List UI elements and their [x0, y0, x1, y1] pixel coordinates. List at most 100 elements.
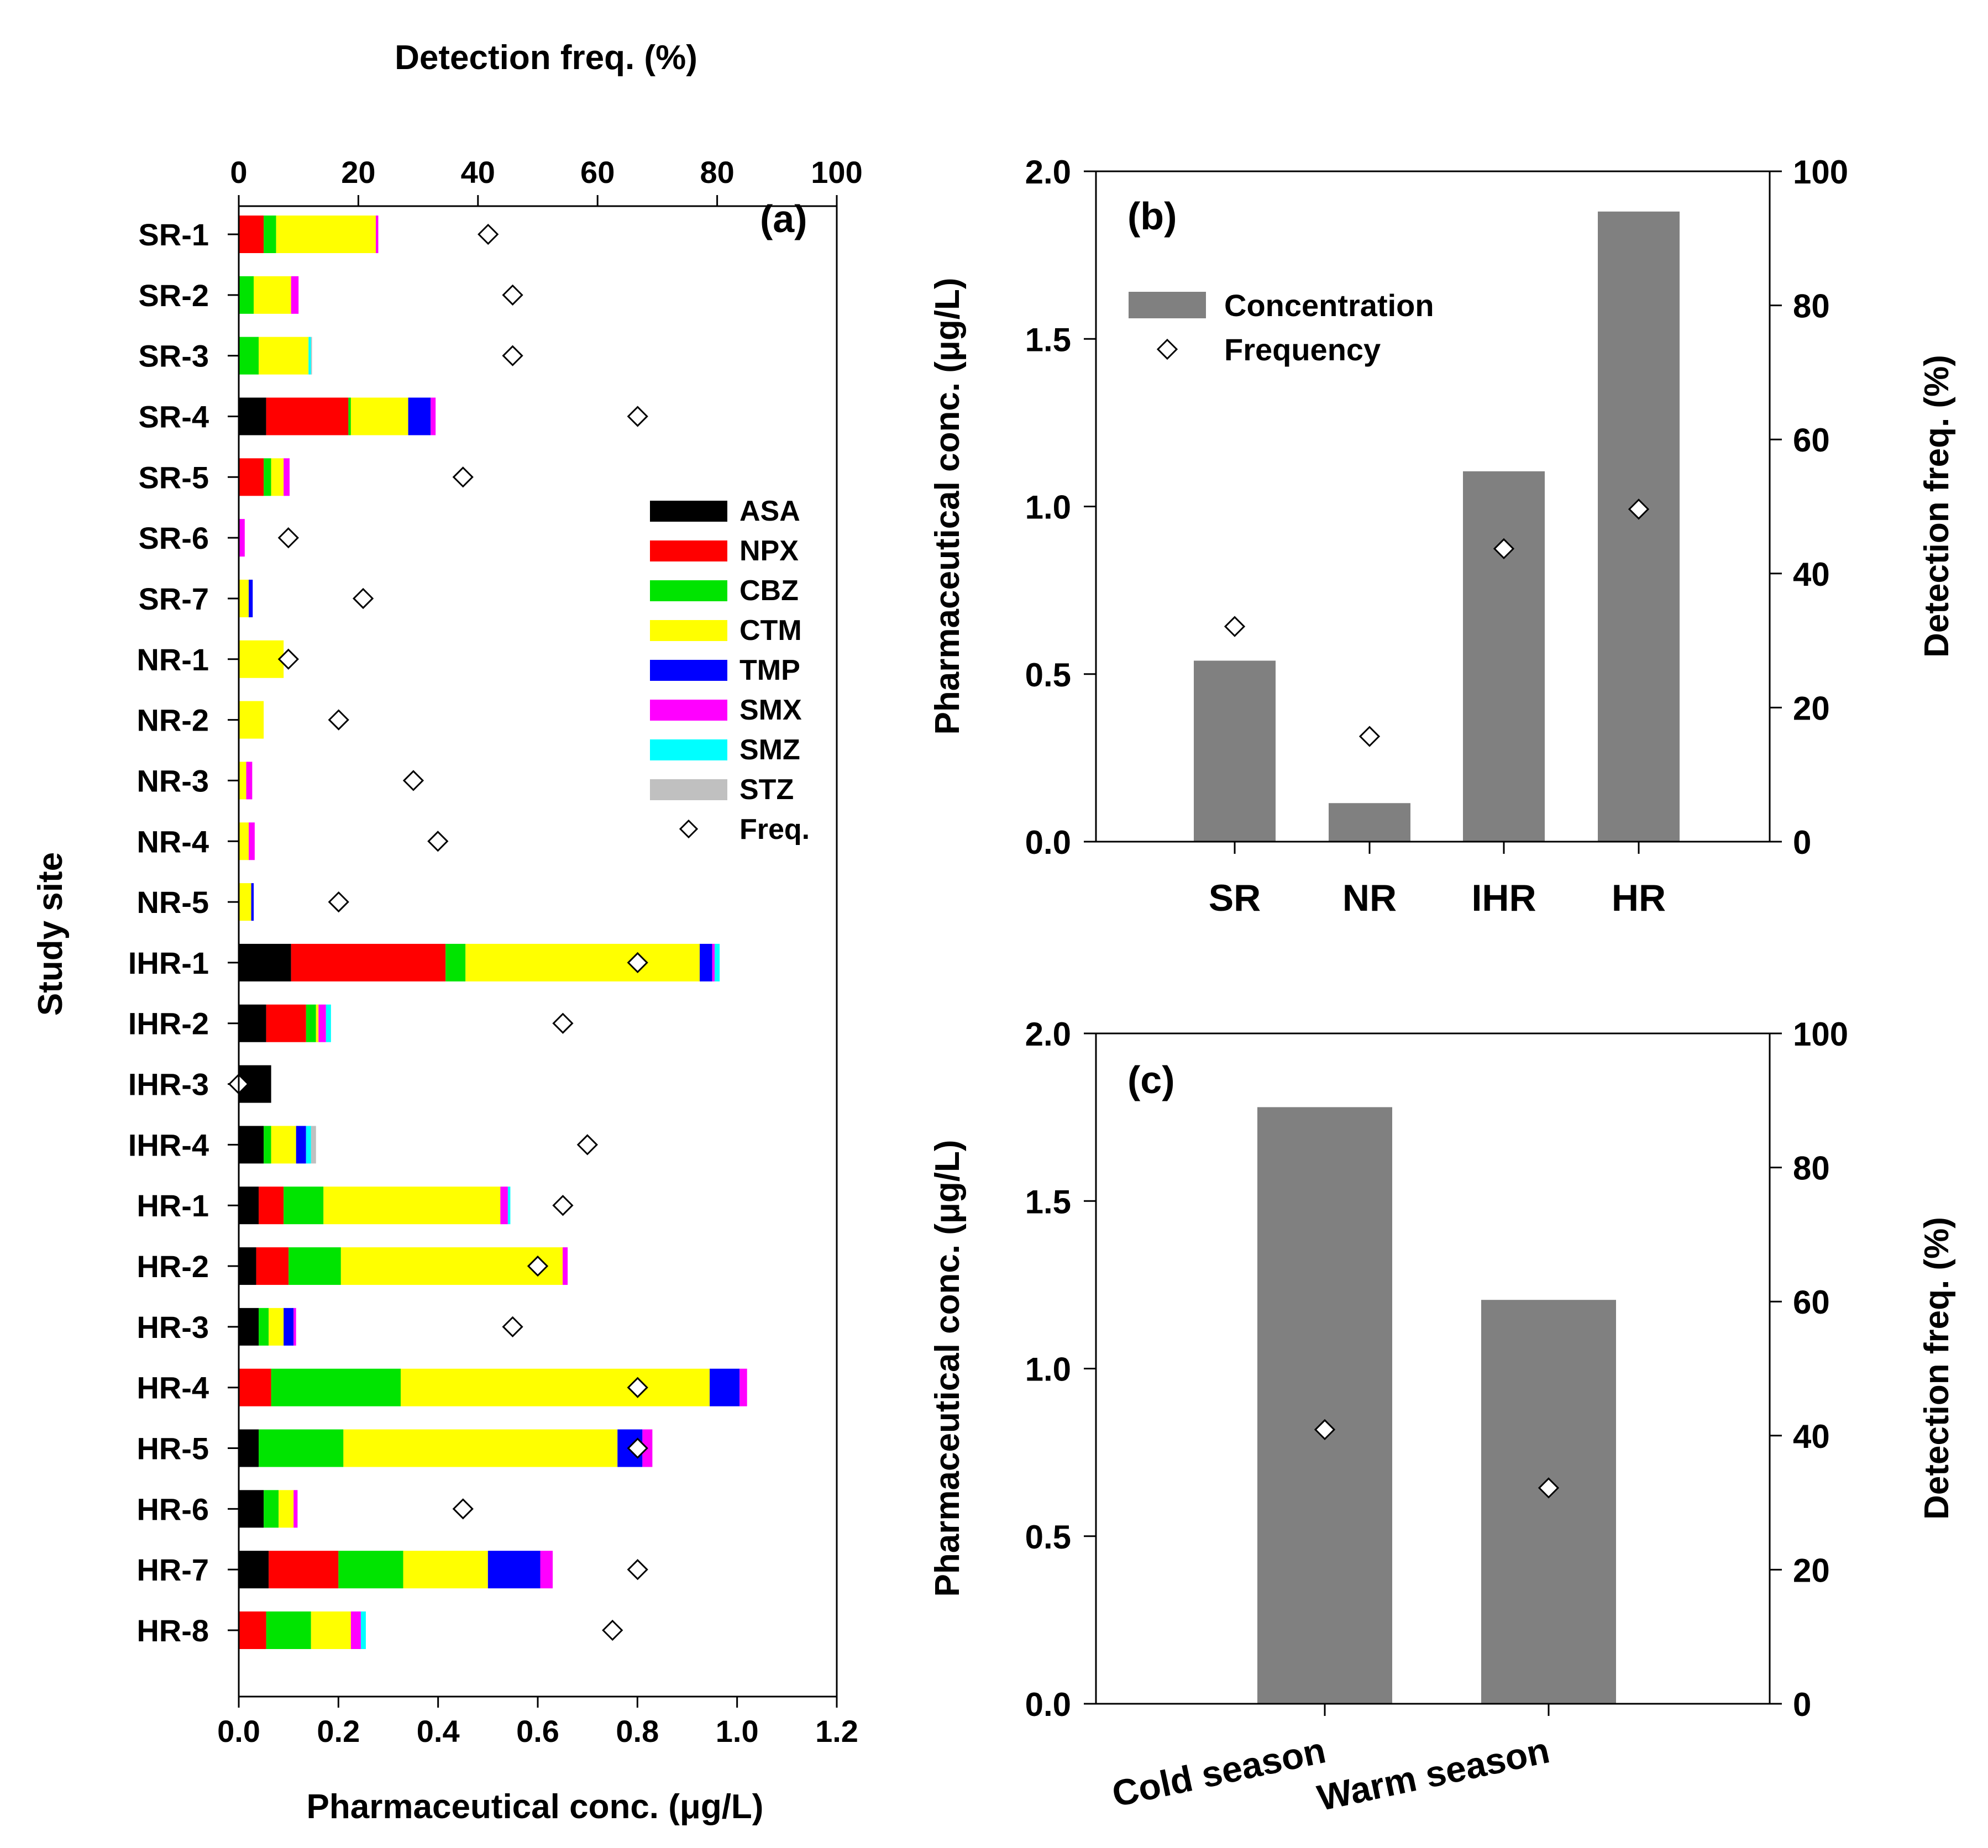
frequency-marker [277, 648, 299, 670]
category-label: Warm season [1314, 1729, 1553, 1818]
category-label: NR-4 [137, 824, 209, 859]
category-label: NR-1 [137, 642, 209, 677]
frequency-marker [602, 1619, 623, 1641]
bar-segment-smz [715, 943, 720, 981]
bar-segment-smx [540, 1551, 553, 1589]
x-tick-label: 0.0 [217, 1714, 260, 1749]
bar-segment-asa [239, 1490, 264, 1528]
bar-segment-ctm [403, 1551, 488, 1589]
bar-sr [1194, 660, 1276, 842]
panel-b-legend-marker-label: Frequency [1224, 332, 1381, 367]
bar-segment-smx [239, 519, 245, 557]
category-label: HR-8 [137, 1613, 209, 1648]
category-label: HR-2 [137, 1249, 209, 1284]
x-tick-label: 0.2 [317, 1714, 360, 1749]
category-label: NR-3 [137, 763, 209, 798]
panel-c-right-ticks: 0 20 40 60 80 100 [1770, 1016, 1848, 1723]
bar-segment-ctm [239, 822, 249, 860]
bar-segment-ctm [239, 883, 251, 921]
y2-tick-label: 40 [1793, 1418, 1830, 1455]
x-tick-label: 0.6 [516, 1714, 559, 1749]
category-label: IHR-2 [128, 1006, 209, 1041]
bar-segment-smx [500, 1186, 508, 1225]
category-label: HR [1612, 877, 1666, 919]
bar-segment-smx [563, 1247, 568, 1285]
bar-segment-stz [311, 337, 312, 375]
category-label: NR-2 [137, 703, 209, 738]
frequency-marker [627, 1377, 648, 1398]
bar-segment-cbz [289, 1247, 341, 1285]
bar-segment-ctm [239, 701, 264, 739]
y-tick-label: 1.5 [1025, 1183, 1071, 1220]
bar-segment-ctm [401, 1368, 710, 1406]
legend-label: NPX [739, 535, 799, 567]
bar-segment-cbz [259, 1308, 269, 1346]
panel-a-top-ticks: 0 20 40 60 80 100 [230, 155, 863, 206]
bar-segment-npx [266, 1004, 306, 1042]
bar-warm-season [1481, 1300, 1616, 1704]
bar-segment-asa [239, 1247, 256, 1285]
frequency-marker [1493, 538, 1515, 560]
frequency-marker [627, 952, 648, 974]
y-tick-label: 2.0 [1025, 154, 1071, 191]
bar-cold-season [1257, 1107, 1392, 1704]
panel-a-label: (a) [760, 197, 807, 240]
bar-segment-ctm [323, 1186, 501, 1225]
y-tick-label: 0.0 [1025, 824, 1071, 861]
bar-segment-asa [239, 1308, 259, 1346]
bar-segment-ctm [269, 1308, 284, 1346]
panel-c-y2-label: Detection freq. (%) [1918, 1217, 1956, 1520]
legend-label: SMZ [739, 734, 800, 766]
panel-a-y-label: Study site [32, 852, 70, 1016]
x2-tick-label: 20 [341, 155, 375, 190]
frequency-marker [328, 709, 349, 731]
bar-segment-smx [249, 822, 255, 860]
panel-a-frequency-markers [228, 223, 648, 1641]
y-tick-label: 2.0 [1025, 1016, 1071, 1053]
frequency-marker [452, 466, 474, 488]
bar-segment-cbz [338, 1551, 403, 1589]
x2-tick-label: 0 [230, 155, 247, 190]
bar-segment-smx [291, 276, 299, 314]
bar-segment-asa [239, 1186, 259, 1225]
frequency-marker [277, 527, 299, 549]
bar-segment-npx [259, 1186, 284, 1225]
bar-segment-smx [246, 762, 253, 800]
bar-nr [1329, 803, 1410, 842]
y-tick-label: 1.5 [1025, 321, 1071, 358]
panel-a-bars [239, 216, 747, 1649]
x2-tick-label: 100 [811, 155, 862, 190]
panel-b-category-labels: SR NR IHR HR [1209, 842, 1666, 919]
y2-tick-label: 80 [1793, 288, 1830, 325]
x2-tick-label: 80 [700, 155, 734, 190]
frequency-marker [527, 1255, 549, 1277]
category-label: HR-5 [137, 1431, 209, 1466]
x-tick-label: 1.0 [716, 1714, 759, 1749]
category-label: NR-5 [137, 885, 209, 920]
bar-segment-npx [239, 216, 264, 253]
panel-b-label: (b) [1127, 195, 1177, 238]
panel-c-label: (c) [1127, 1058, 1175, 1101]
bar-segment-tmp [487, 1551, 541, 1589]
bar-segment-npx [266, 397, 349, 435]
y2-tick-label: 0 [1793, 824, 1811, 861]
panel-a-bottom-ticks: 0.0 0.2 0.4 0.6 0.8 1.0 1.2 [217, 1697, 858, 1749]
legend-label: Freq. [739, 813, 810, 846]
panel-c-left-ticks: 0.0 0.5 1.0 1.5 2.0 [1025, 1016, 1096, 1723]
category-label: SR [1209, 877, 1261, 919]
panel-b-y2-label: Detection freq. (%) [1918, 355, 1956, 658]
x2-tick-label: 60 [580, 155, 615, 190]
bar-segment-smz [308, 337, 311, 375]
y2-tick-label: 20 [1793, 1552, 1830, 1589]
bar-segment-ctm [279, 1490, 294, 1528]
bar-segment-ctm [276, 216, 376, 253]
category-label: HR-6 [137, 1492, 209, 1526]
bar-segment-ctm [239, 762, 246, 800]
category-label: SR-5 [138, 460, 209, 495]
bar-segment-smx [318, 1004, 326, 1042]
bar-segment-cbz [266, 1611, 311, 1649]
bar-segment-cbz [239, 337, 259, 375]
y2-tick-label: 80 [1793, 1150, 1830, 1187]
bar-segment-tmp [700, 943, 712, 981]
